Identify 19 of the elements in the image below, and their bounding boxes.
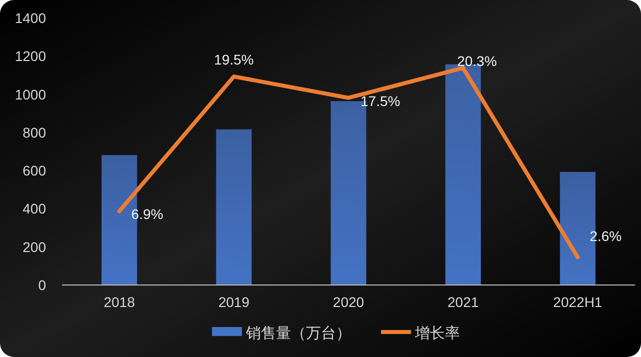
data-label: 19.5% [214, 51, 254, 68]
y-tick-label: 600 [22, 162, 46, 179]
y-tick-label: 1000 [14, 86, 46, 102]
x-tick-label: 2020 [332, 294, 364, 310]
x-tick-label: 2019 [218, 294, 250, 310]
legend-label: 销售量（万台） [245, 325, 351, 342]
y-tick-label: 1400 [14, 10, 46, 26]
x-tick-label: 2018 [104, 294, 136, 310]
y-tick-label: 1200 [14, 48, 46, 64]
data-label: 20.3% [457, 52, 497, 69]
data-label: 17.5% [360, 92, 400, 109]
bar [216, 129, 252, 285]
y-tick-label: 200 [22, 238, 46, 255]
legend-label: 增长率 [414, 325, 460, 342]
y-tick-label: 0 [38, 277, 46, 293]
y-tick-label: 400 [22, 200, 46, 217]
y-tick-label: 800 [22, 124, 46, 140]
x-tick-label: 2021 [448, 294, 479, 310]
x-tick-label: 2022H1 [553, 294, 602, 310]
